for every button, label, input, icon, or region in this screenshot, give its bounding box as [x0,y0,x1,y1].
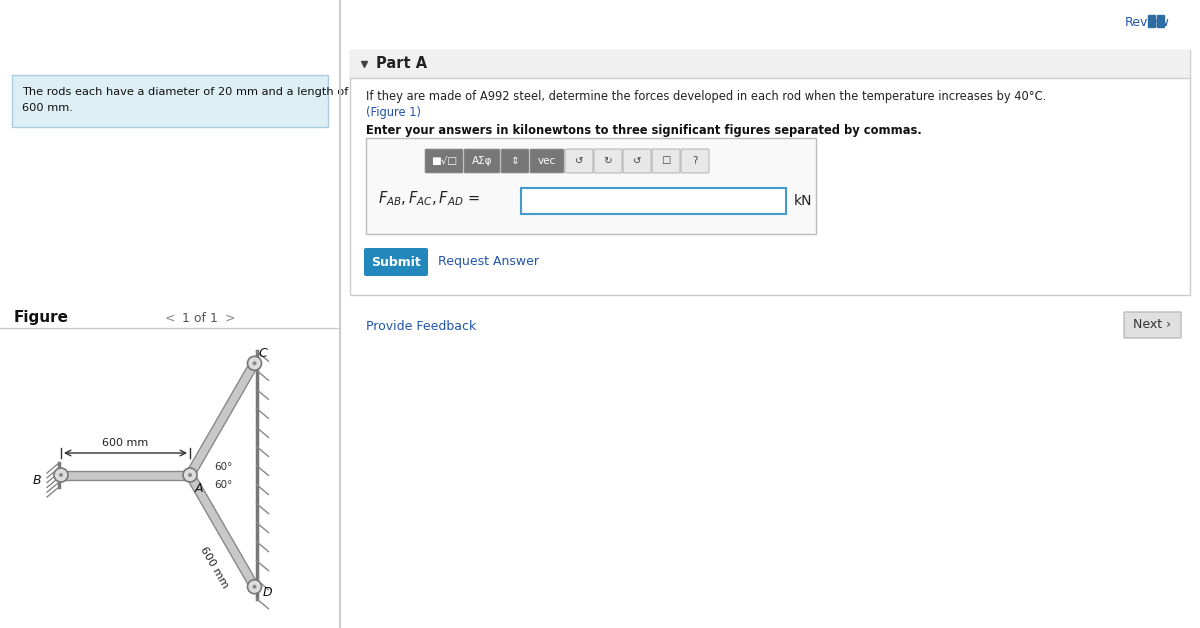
FancyBboxPatch shape [623,149,650,173]
Text: >: > [224,312,235,325]
FancyBboxPatch shape [682,149,709,173]
Polygon shape [186,473,258,589]
FancyBboxPatch shape [425,149,463,173]
FancyBboxPatch shape [464,149,500,173]
Circle shape [252,585,257,588]
FancyBboxPatch shape [366,138,816,234]
Circle shape [59,473,64,477]
Text: ■√□: ■√□ [431,156,457,166]
FancyBboxPatch shape [364,248,428,276]
FancyBboxPatch shape [350,50,1190,78]
Text: ↺: ↺ [632,156,641,166]
Text: (Figure 1): (Figure 1) [366,106,421,119]
FancyBboxPatch shape [521,188,786,214]
Circle shape [247,356,262,371]
Circle shape [252,361,257,365]
Polygon shape [61,470,190,480]
Text: Review: Review [1126,16,1170,29]
Text: The rods each have a diameter of 20 mm and a length of: The rods each have a diameter of 20 mm a… [22,87,348,97]
Text: ↺: ↺ [575,156,583,166]
Text: B: B [32,475,41,487]
Text: AΣφ: AΣφ [472,156,492,166]
Circle shape [188,473,192,477]
Text: 60°: 60° [214,462,233,472]
Text: A: A [194,482,204,495]
Text: Provide Feedback: Provide Feedback [366,320,476,333]
Bar [1148,15,1154,27]
Text: Next ›: Next › [1133,318,1171,332]
Text: 60°: 60° [214,480,233,490]
Text: vec: vec [538,156,556,166]
FancyBboxPatch shape [340,0,1200,628]
Text: If they are made of A992 steel, determine the forces developed in each rod when : If they are made of A992 steel, determin… [366,90,1046,103]
FancyBboxPatch shape [502,149,529,173]
Circle shape [54,468,68,482]
FancyBboxPatch shape [1124,312,1181,338]
Text: ?: ? [692,156,697,166]
Text: $F_{AB}, F_{AC}, F_{AD}$ =: $F_{AB}, F_{AC}, F_{AD}$ = [378,190,480,208]
Text: Request Answer: Request Answer [438,256,539,269]
Bar [1157,15,1164,27]
Text: Figure: Figure [14,310,70,325]
Circle shape [247,580,262,593]
Text: <: < [164,312,175,325]
FancyBboxPatch shape [350,50,1190,295]
Text: C: C [258,347,268,360]
Text: Enter your answers in kilonewtons to three significant figures separated by comm: Enter your answers in kilonewtons to thr… [366,124,922,137]
FancyBboxPatch shape [565,149,593,173]
FancyBboxPatch shape [594,149,622,173]
Circle shape [182,468,197,482]
FancyBboxPatch shape [12,75,328,127]
FancyBboxPatch shape [530,149,564,173]
Text: D: D [263,586,272,599]
Text: ☐: ☐ [661,156,671,166]
Text: 600 mm.: 600 mm. [22,103,73,113]
FancyBboxPatch shape [652,149,680,173]
Text: 600 mm: 600 mm [102,438,149,448]
Text: Submit: Submit [371,256,421,269]
FancyBboxPatch shape [340,0,1200,628]
Polygon shape [186,361,258,477]
Text: 600 mm: 600 mm [198,545,230,590]
Text: 1 of 1: 1 of 1 [182,312,218,325]
Text: ⇕: ⇕ [511,156,520,166]
Text: Part A: Part A [376,57,427,72]
Text: ↻: ↻ [604,156,612,166]
Text: kN: kN [794,194,812,208]
